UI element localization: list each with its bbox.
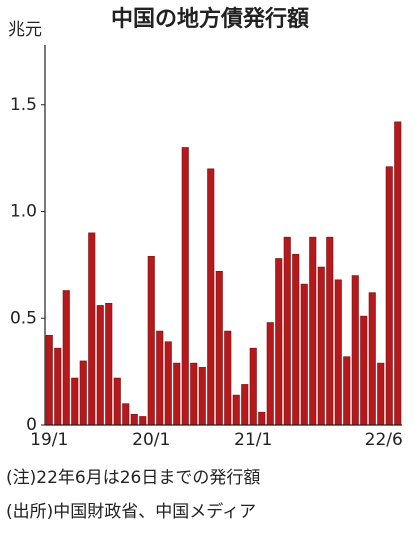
bar: [266, 322, 274, 426]
bar: [232, 394, 240, 426]
bar: [224, 330, 232, 426]
bar: [122, 403, 130, 426]
bar: [181, 147, 189, 426]
bar: [88, 232, 96, 426]
bar: [105, 303, 113, 426]
bar: [241, 384, 249, 426]
x-tick-label: 22/6: [365, 430, 403, 450]
bar: [71, 377, 79, 426]
y-tick-label: 0: [26, 415, 37, 435]
bar: [198, 367, 206, 426]
bar: [283, 236, 291, 426]
y-tick-label: 1.0: [10, 202, 37, 222]
x-tick-label: 20/1: [132, 430, 170, 450]
bar: [164, 341, 172, 426]
bar: [139, 416, 147, 426]
bar: [394, 121, 402, 426]
bar: [300, 283, 308, 426]
bar: [79, 360, 87, 426]
bar: [45, 335, 53, 426]
bar: [309, 236, 317, 426]
y-tick-label: 0.5: [10, 308, 37, 328]
bar: [351, 275, 359, 426]
bar: [249, 347, 257, 426]
bar: [190, 362, 198, 426]
bar: [334, 279, 342, 426]
bar: [368, 292, 376, 426]
bar: [147, 256, 155, 426]
y-tick-label: 1.5: [10, 95, 37, 115]
bar: [377, 362, 385, 426]
bar: [96, 305, 104, 426]
bar: [54, 347, 62, 426]
bar: [360, 315, 368, 426]
bar: [173, 362, 181, 426]
note: (注)22年6月は26日までの発行額: [6, 468, 260, 488]
bar: [275, 258, 283, 426]
note: (出所)中国財政省、中国メディア: [6, 501, 256, 522]
x-tick-label: 21/1: [234, 430, 272, 450]
bar: [385, 166, 393, 426]
bar: [130, 414, 138, 426]
x-tick-label: 19/1: [30, 430, 68, 450]
bar: [292, 253, 300, 426]
bar: [343, 356, 351, 426]
y-axis-label: 兆元: [8, 20, 42, 40]
bar: [113, 377, 121, 426]
bar: [317, 266, 325, 426]
bar: [156, 330, 164, 426]
bar: [207, 168, 215, 426]
bar: [326, 236, 334, 426]
bar: [258, 411, 266, 426]
chart-title: 中国の地方債発行額: [111, 6, 309, 32]
bar: [215, 270, 223, 426]
bar: [62, 290, 70, 426]
